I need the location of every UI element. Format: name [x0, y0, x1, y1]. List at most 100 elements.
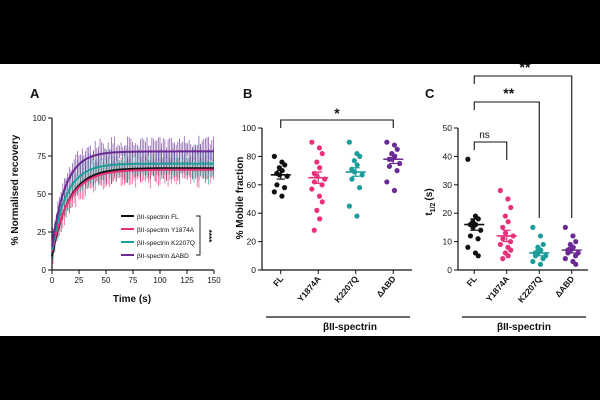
panel-c-data-point	[500, 256, 506, 262]
panel-c-data-point	[540, 256, 546, 262]
panel-c-data-point	[505, 253, 511, 259]
panel-c-data-point	[508, 204, 514, 211]
panel-a-fit-line	[51, 167, 214, 257]
panel-c-significance-bracket	[473, 75, 573, 218]
panel-c-significance-label: **	[503, 85, 514, 101]
panel-b-y-tick-label: 60	[247, 180, 257, 190]
panel-c-significance: ns ** **	[473, 59, 573, 218]
panel-b-data-point	[394, 168, 400, 174]
panel-c-data-point	[508, 247, 514, 253]
panel-c-data-point	[465, 244, 471, 250]
panel-b-data-point	[281, 185, 288, 191]
panel-b-data-point	[319, 199, 325, 205]
panel-b-data-point	[317, 216, 323, 222]
panel-b-group-label: βII-spectrin	[323, 322, 377, 333]
panel-a-y-tick-label: 25	[37, 228, 46, 237]
panel-b-data-point	[394, 146, 400, 152]
panel-a-y-tick-label: 75	[37, 152, 46, 161]
panel-b-data-point	[274, 182, 280, 188]
panel-a-fit-line	[51, 168, 214, 253]
panel-c-data-point	[478, 227, 484, 233]
panel-c-data-point	[562, 224, 568, 230]
panel-c-data-point	[572, 253, 579, 259]
panel-a: A 0 25 50 75 100 0 25 50 75 100 125 150 Time (s) % …	[10, 86, 221, 305]
panel-c-data-point	[500, 236, 506, 242]
panel-a-y-tick-label: 50	[37, 190, 46, 199]
panel-b-data-point	[279, 193, 285, 199]
panel-c-data-point	[570, 233, 576, 239]
panel-b-significance-bracket	[280, 119, 394, 128]
panel-b-data-point	[314, 159, 320, 165]
panel-c-data-point	[505, 219, 511, 225]
panel-c-data-point	[502, 230, 509, 236]
panel-a-legend-background	[118, 208, 208, 266]
panel-b-data-point	[397, 160, 403, 167]
panel-a-x-tick-label: 25	[75, 276, 84, 285]
panel-a-x-tick-label: 100	[153, 276, 167, 285]
panel-c-significance-bracket	[473, 101, 540, 218]
panel-a-letter: A	[30, 86, 40, 101]
panel-b-data-point	[357, 153, 363, 159]
panel-b-data-point	[319, 150, 325, 157]
panel-c-data-point	[465, 156, 471, 162]
panel-b-data-point	[311, 227, 317, 233]
panel-c-y-tick-label: 0	[447, 265, 452, 275]
panel-b-y-tick-label: 20	[247, 237, 257, 247]
panel-c-points	[464, 156, 582, 267]
panel-a-fit-line	[51, 162, 214, 251]
panel-c-letter: C	[425, 86, 435, 101]
panel-c-y-tick-label: 20	[443, 208, 453, 218]
panel-a-x-tick-label: 75	[129, 276, 138, 285]
panel-b-data-point	[391, 187, 398, 194]
panel-b-y-label: % Mobile fraction	[235, 157, 246, 240]
panel-a-significance: ****	[204, 230, 213, 243]
panel-c-y-tick-label: 50	[443, 123, 453, 133]
panel-a-fit-lines	[51, 150, 214, 257]
figure-white-area	[0, 64, 600, 336]
panel-b-data-point	[351, 158, 357, 164]
panel-a-fit-line	[51, 150, 214, 248]
panel-c-significance-bracket	[473, 141, 508, 160]
panel-b-data-point	[317, 165, 323, 171]
panel-c-data-point	[475, 236, 481, 242]
panel-b-significance: *	[280, 105, 394, 128]
panel-a-legend-label: βII-spectrin ΔABD	[137, 253, 189, 260]
panel-c-data-point	[573, 239, 579, 245]
panel-c-data-point	[475, 253, 481, 259]
panel-a-x-tick-label: 150	[207, 276, 221, 285]
panel-a-x-tick-label: 50	[102, 276, 111, 285]
panel-c-data-point	[573, 261, 579, 267]
panel-b-data-point	[386, 163, 393, 169]
panel-b-y-tick-label: 80	[247, 151, 257, 161]
panel-b-data-point	[384, 139, 390, 145]
panel-c-y-label: t1/2 (s)	[424, 188, 437, 215]
panel-b-y-tick-label: 40	[247, 208, 257, 218]
panel-b-data-point	[271, 153, 277, 159]
panel-b-data-point	[354, 162, 360, 168]
panel-b-data-point	[346, 139, 352, 145]
panel-c-data-point	[470, 224, 476, 230]
panel-b-data-point	[271, 189, 277, 195]
panel-c-data-point	[502, 213, 508, 219]
panel-b-significance-label: *	[334, 105, 340, 121]
panel-c-y-label-main: t	[424, 212, 435, 216]
panel-a-x-tick-label: 0	[50, 276, 55, 285]
panel-c-data-point	[562, 256, 568, 262]
panel-c-data-point	[530, 258, 536, 265]
panel-c-data-point	[500, 224, 506, 230]
panel-a-y-label: % Normalised recovery	[10, 134, 21, 245]
panel-b-points	[270, 139, 404, 233]
panel-b-data-point	[309, 139, 315, 145]
panel-b-y-tick-label: 100	[242, 123, 256, 133]
panel-c-group-label: βII-spectrin	[497, 322, 551, 333]
panel-b-y-tick-label: 0	[251, 265, 256, 275]
panel-b-data-point	[391, 142, 398, 148]
panel-c-y-label-sub: 1/2	[430, 202, 437, 212]
panel-c-significance-label: **	[520, 59, 531, 75]
panel-a-y-tick-label: 0	[42, 266, 47, 275]
panel-b-data-point	[309, 186, 315, 192]
panel-a-legend-label: βII-spectrin K2207Q	[137, 240, 195, 247]
panel-b-letter: B	[243, 86, 252, 101]
panel-a-legend-label: βII-spectrin FL	[137, 214, 179, 221]
panel-c-y-tick-label: 30	[443, 180, 453, 190]
